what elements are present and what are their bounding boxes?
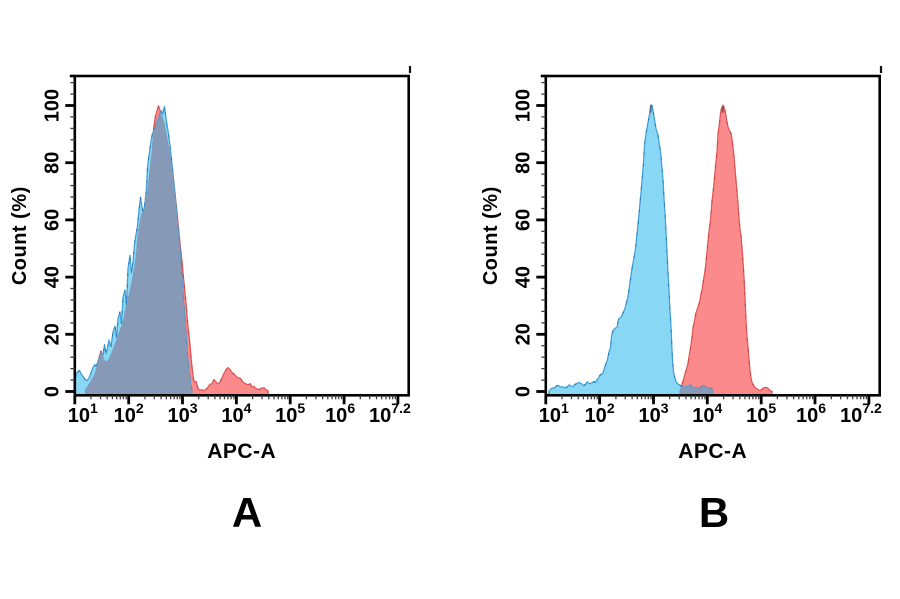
svg-text:100: 100	[41, 89, 63, 122]
svg-text:100: 100	[512, 89, 534, 122]
svg-text:40: 40	[41, 266, 63, 288]
svg-text:0: 0	[512, 386, 534, 397]
svg-text:Count (%): Count (%)	[9, 186, 31, 285]
svg-text:0: 0	[41, 386, 63, 397]
svg-text:107.2: 107.2	[840, 400, 882, 427]
svg-text:APC-A: APC-A	[678, 440, 747, 463]
svg-text:106: 106	[325, 400, 355, 427]
svg-text:Count (%): Count (%)	[480, 186, 502, 285]
svg-text:A: A	[232, 489, 262, 536]
svg-text:107.2: 107.2	[369, 400, 411, 427]
svg-text:20: 20	[512, 323, 534, 345]
svg-text:40: 40	[512, 266, 534, 288]
svg-text:60: 60	[512, 209, 534, 231]
svg-text:80: 80	[512, 152, 534, 174]
svg-text:APC-A: APC-A	[207, 440, 276, 463]
svg-text:60: 60	[41, 209, 63, 231]
svg-text:20: 20	[41, 323, 63, 345]
svg-text:80: 80	[41, 152, 63, 174]
svg-text:B: B	[699, 489, 729, 536]
